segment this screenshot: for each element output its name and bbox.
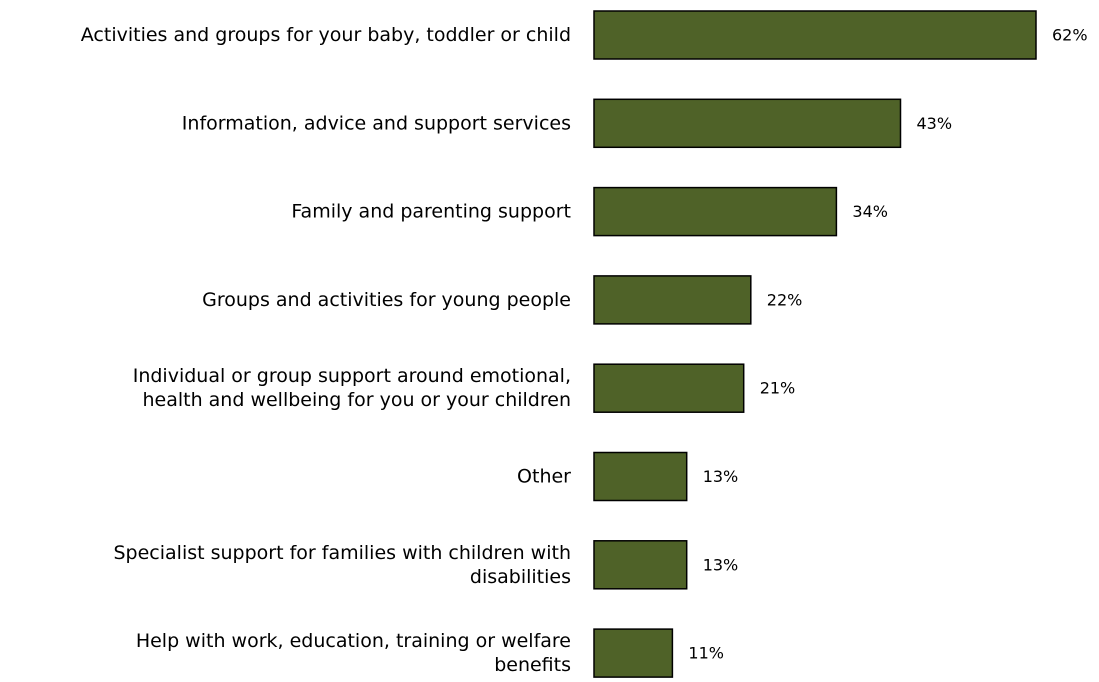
category-label-6-line-1: Other: [517, 466, 571, 488]
bar-6: [593, 451, 688, 502]
category-label-2: Information, advice and support services: [182, 112, 571, 134]
category-label-4-line-1: Groups and activities for young people: [202, 289, 571, 311]
category-label-7: Specialist support for families with chi…: [113, 542, 571, 588]
bar-5: [593, 363, 745, 413]
category-label-3: Family and parenting support: [291, 201, 571, 223]
category-labels-group: Activities and groups for your baby, tod…: [81, 24, 571, 676]
value-label-7: 13%: [703, 555, 739, 574]
bar-8: [593, 628, 674, 678]
value-label-8: 11%: [688, 644, 724, 663]
category-label-8-line-1: Help with work, education, training or w…: [136, 630, 571, 652]
bar-4: [593, 275, 752, 325]
value-label-1: 62%: [1052, 26, 1088, 45]
category-label-5: Individual or group support around emoti…: [133, 365, 571, 411]
category-label-3-line-1: Family and parenting support: [291, 201, 571, 223]
value-label-4: 22%: [767, 290, 803, 309]
category-label-5-line-2: health and wellbeing for you or your chi…: [142, 389, 571, 411]
bars-group: [593, 10, 1037, 678]
bar-3: [593, 186, 838, 237]
category-label-2-line-1: Information, advice and support services: [182, 112, 571, 134]
category-label-7-line-1: Specialist support for families with chi…: [113, 542, 571, 564]
category-label-8: Help with work, education, training or w…: [136, 630, 571, 676]
category-label-1-line-1: Activities and groups for your baby, tod…: [81, 24, 571, 46]
category-label-4: Groups and activities for young people: [202, 289, 571, 311]
value-label-2: 43%: [917, 114, 953, 133]
category-label-5-line-1: Individual or group support around emoti…: [133, 365, 571, 387]
bar-1: [593, 10, 1037, 60]
category-label-1: Activities and groups for your baby, tod…: [81, 24, 571, 46]
value-label-3: 34%: [852, 202, 888, 221]
category-label-6: Other: [517, 466, 571, 488]
value-label-5: 21%: [760, 379, 796, 398]
value-label-6: 13%: [703, 467, 739, 486]
bar-2: [593, 98, 902, 149]
bar-7: [593, 540, 688, 590]
value-labels-group: 62% 43% 34% 22% 21% 13% 13% 11%: [688, 26, 1087, 663]
category-label-7-line-2: disabilities: [470, 566, 571, 588]
category-label-8-line-2: benefits: [494, 654, 571, 676]
